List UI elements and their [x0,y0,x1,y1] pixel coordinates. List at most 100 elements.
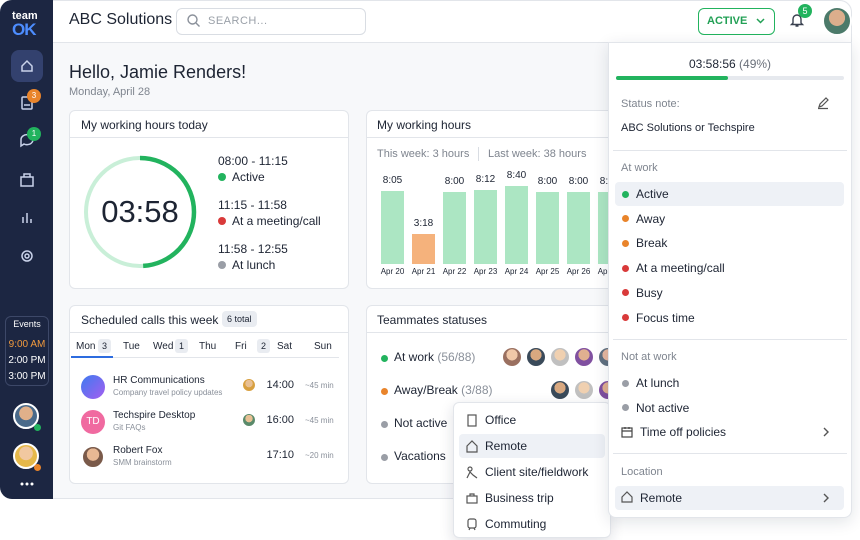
status-option[interactable]: Focus time [636,310,695,325]
avatar [525,346,547,368]
day-tab[interactable]: Wed [153,341,174,352]
day-tab[interactable]: Thu [199,341,217,352]
timer: 03:58:56 (49%) [608,57,852,71]
team-status[interactable]: Away/Break (3/88) [394,383,493,397]
bar [536,192,559,264]
status-option[interactable]: Not active [636,400,690,415]
bar [567,192,590,264]
location-title: Location [621,466,663,478]
entry-status: Active [232,170,265,184]
call-note: Company travel policy updates [113,388,223,397]
status-option[interactable]: At a meeting/call [636,261,725,276]
status-option[interactable]: Break [636,236,668,251]
entry-time: 11:58 - 12:55 [218,242,288,256]
ring-progress [83,155,197,269]
entry-time: 11:15 - 11:58 [218,198,287,212]
call-name[interactable]: Techspire Desktop [113,410,196,421]
bar-label: 8:40 [506,170,527,181]
menu-icon [467,414,477,427]
event-time[interactable]: 9:00 AM [8,339,46,350]
status-dot [621,215,629,223]
chevron-down [756,18,765,24]
status-dot [380,354,388,362]
group-title: Not at work [621,351,677,363]
logo-top: team [12,10,38,22]
menu-item[interactable]: Remote [485,439,528,453]
day-count: 1 [175,339,188,353]
status-dot [621,239,629,247]
call-initials: TD [81,410,105,434]
day-count: 3 [98,339,111,353]
nav-icon[interactable] [20,211,34,225]
location-value: Remote [640,491,683,505]
status-dot [218,217,226,225]
day-tab[interactable]: Mon [76,341,96,352]
card [69,305,349,484]
call-name[interactable]: Robert Fox [113,445,163,456]
team-status[interactable]: Vacations [394,449,446,463]
status-option[interactable]: Busy [636,285,663,300]
event-time[interactable]: 3:00 PM [8,371,46,382]
menu-item[interactable]: Commuting [485,517,547,531]
search-icon [187,14,200,27]
team-status[interactable]: Not active [394,416,447,430]
day-tab[interactable]: Sat [277,341,293,352]
team-status[interactable]: At work (56/88) [394,350,475,364]
avatar [241,377,257,393]
status-dot [218,173,226,181]
call-icon [81,375,105,399]
nav-home[interactable] [11,50,43,82]
more[interactable] [20,482,34,486]
total-pill: 6 total [222,311,257,327]
bar [505,186,528,264]
status-option[interactable]: Active [636,187,669,201]
status-button-label: ACTIVE [707,15,748,27]
card-title: Teammates statuses [377,313,488,327]
edit-icon[interactable] [817,97,829,110]
bar-day: Apr 22 [442,267,467,276]
bar-label: 8:12 [475,174,496,186]
status-option[interactable]: Away [636,211,666,226]
bar-day: Apr 25 [535,267,560,276]
status-dot [621,379,629,387]
nav-icon[interactable] [20,173,34,187]
location-row[interactable] [615,486,844,510]
day-tab[interactable]: Tue [123,341,140,352]
menu-item[interactable]: Office [485,413,517,427]
team-status-label: At work [394,350,435,364]
menu-item[interactable]: Client site/fieldwork [485,465,589,479]
search-box[interactable] [176,8,366,35]
status-option[interactable]: Time off policies [640,425,727,440]
status-dot [218,261,226,269]
status-option[interactable]: At lunch [636,376,680,390]
divider [367,332,625,333]
avatar [549,379,571,401]
status-dot [621,289,629,297]
bar-label: 8:05 [382,175,403,187]
menu-highlight [459,434,605,458]
icon-home[interactable] [20,59,34,73]
bar [412,234,435,264]
bar-label: 8:00 [444,176,465,187]
event-time[interactable]: 2:00 PM [8,355,46,366]
divider [70,332,348,333]
card-title: My working hours today [81,118,208,132]
timer: 03:58:56 [688,57,736,71]
item-highlight [615,182,844,206]
status-dot [380,387,388,395]
nav-icon[interactable] [20,249,34,263]
avatar [549,346,571,368]
notification-badge: 5 [798,4,812,18]
greeting-date: Monday, April 28 [69,86,151,98]
bar-label: 8:00 [537,176,558,187]
this-week: This week: 3 hours [377,148,470,160]
entry-status: At lunch [232,258,276,272]
day-tab[interactable]: Fri [235,341,247,352]
divider [70,137,348,138]
menu-item[interactable]: Business trip [485,491,554,505]
day-tab[interactable]: Sun [314,341,332,352]
call-note: Git FAQs [113,423,146,432]
avatar [573,379,595,401]
call-name[interactable]: HR Communications [113,375,205,386]
card-title: My working hours [377,118,472,132]
